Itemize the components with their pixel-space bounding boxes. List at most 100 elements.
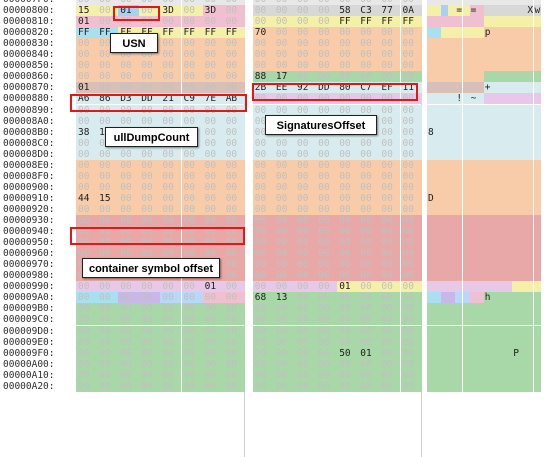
hex-byte[interactable]: 00 [223,215,245,226]
ascii-cell[interactable] [448,93,456,105]
hex-byte[interactable]: 00 [160,159,182,171]
ascii-cell[interactable] [533,259,541,271]
ascii-cell[interactable] [455,148,463,160]
ascii-cell[interactable] [519,259,527,271]
hex-row[interactable]: 00000810: 01 00 00 00 00 00 00 00 00 00 00 00 FF FF FF F… [0,16,547,28]
hex-byte[interactable]: C3 [358,5,380,17]
ascii-cell[interactable] [427,215,435,226]
hex-byte[interactable]: 00 [337,248,359,260]
hex-byte[interactable]: 00 [160,181,182,193]
ascii-cell[interactable] [455,192,463,204]
ascii-cell[interactable] [519,170,527,182]
hex-byte[interactable]: 00 [223,192,245,204]
hex-byte[interactable]: 15 [97,192,119,204]
ascii-cell[interactable] [533,137,541,149]
hex-byte[interactable]: 00 [160,192,182,204]
ascii-cell[interactable] [505,71,513,83]
ascii-cell[interactable] [533,281,541,293]
ascii-cell[interactable] [533,38,541,50]
hex-byte[interactable]: A6 [76,93,98,105]
hex-byte[interactable]: 00 [97,347,119,359]
ascii-cell[interactable] [427,237,435,249]
hex-byte[interactable]: 00 [295,336,317,348]
hex-byte[interactable]: 00 [202,71,224,83]
hex-byte[interactable]: 00 [139,347,161,359]
hex-byte[interactable]: FF [202,27,224,39]
ascii-cell[interactable] [526,192,534,204]
ascii-cell[interactable] [448,148,456,160]
hex-byte[interactable]: 00 [160,60,182,72]
hex-row[interactable]: 00000830:0000000000000000000000000000000… [0,38,547,50]
ascii-cell[interactable] [427,0,435,5]
ascii-cell[interactable] [434,49,442,61]
hex-byte[interactable]: FF [76,27,98,39]
hex-byte[interactable]: FF [118,27,140,39]
hex-byte[interactable]: 00 [118,49,140,61]
hex-row[interactable]: 00000940: 00 00 00 00 00 00 00 00 00 00 00 00 00 00 00 0… [0,226,547,238]
hex-byte[interactable]: 17 [273,71,295,83]
ascii-cell[interactable] [476,270,484,282]
ascii-cell[interactable] [526,5,534,17]
ascii-cell[interactable] [427,49,435,61]
hex-byte[interactable]: 00 [379,93,401,105]
ascii-cell[interactable] [427,380,435,392]
ascii-cell[interactable] [455,248,463,260]
ascii-cell[interactable] [498,148,506,160]
ascii-cell[interactable] [476,170,484,182]
hex-byte[interactable]: 00 [160,0,182,5]
hex-byte[interactable]: 00 [337,27,359,39]
ascii-cell[interactable] [434,347,442,359]
hex-byte[interactable]: 70 [252,27,274,39]
hex-byte[interactable]: 58 [337,5,359,17]
hex-byte[interactable]: 00 [181,336,203,348]
hex-byte[interactable]: 00 [295,237,317,249]
hex-byte[interactable]: 00 [400,115,422,127]
ascii-cell[interactable] [427,104,435,116]
hex-byte[interactable]: 00 [358,159,380,171]
ascii-cell[interactable] [526,38,534,50]
hex-byte[interactable]: 38 [76,126,98,138]
hex-byte[interactable]: 00 [379,248,401,260]
hex-byte[interactable]: 00 [118,380,140,392]
hex-row[interactable]: 000008D0: 00 00 00 00 00 00 00 00 00 00 00 00 00 00 00 0… [0,148,547,160]
ascii-cell[interactable] [533,170,541,182]
hex-byte[interactable]: 00 [223,181,245,193]
ascii-cell[interactable] [505,5,513,17]
ascii-cell[interactable] [462,314,470,326]
hex-byte[interactable]: FF [97,27,119,39]
ascii-cell[interactable] [498,358,506,370]
ascii-cell[interactable] [462,281,470,293]
ascii-cell[interactable] [512,38,520,50]
ascii-cell[interactable] [462,259,470,271]
hex-row[interactable]: 00000800: 15 00 01 00 3D 00 3D 00 00 00 00 00 58 C3 77 0… [0,5,547,17]
hex-byte[interactable]: 00 [181,314,203,326]
ascii-cell[interactable] [469,292,477,304]
ascii-cell[interactable] [505,115,513,127]
ascii-cell[interactable] [448,181,456,193]
hex-byte[interactable]: 00 [139,0,161,5]
hex-byte[interactable]: 00 [97,0,119,5]
ascii-cell[interactable] [490,215,498,226]
ascii-cell[interactable] [519,82,527,94]
ascii-cell[interactable] [483,27,491,39]
hex-byte[interactable]: 00 [400,259,422,271]
hex-byte[interactable]: 00 [252,226,274,238]
hex-byte[interactable]: 00 [223,380,245,392]
ascii-cell[interactable] [462,115,470,127]
hex-byte[interactable]: 00 [181,248,203,260]
hex-byte[interactable]: 00 [223,16,245,28]
hex-byte[interactable]: 00 [295,347,317,359]
ascii-cell[interactable] [469,226,477,238]
hex-byte[interactable]: 00 [252,115,274,127]
ascii-cell[interactable] [519,5,527,17]
ascii-cell[interactable] [469,314,477,326]
ascii-cell[interactable] [469,237,477,249]
ascii-cell[interactable] [526,93,534,105]
ascii-cell[interactable] [490,137,498,149]
ascii-cell[interactable] [519,358,527,370]
hex-byte[interactable]: 00 [97,16,119,28]
hex-byte[interactable]: 00 [295,104,317,116]
hex-byte[interactable]: 00 [97,170,119,182]
ascii-cell[interactable] [512,71,520,83]
hex-byte[interactable]: 00 [118,192,140,204]
